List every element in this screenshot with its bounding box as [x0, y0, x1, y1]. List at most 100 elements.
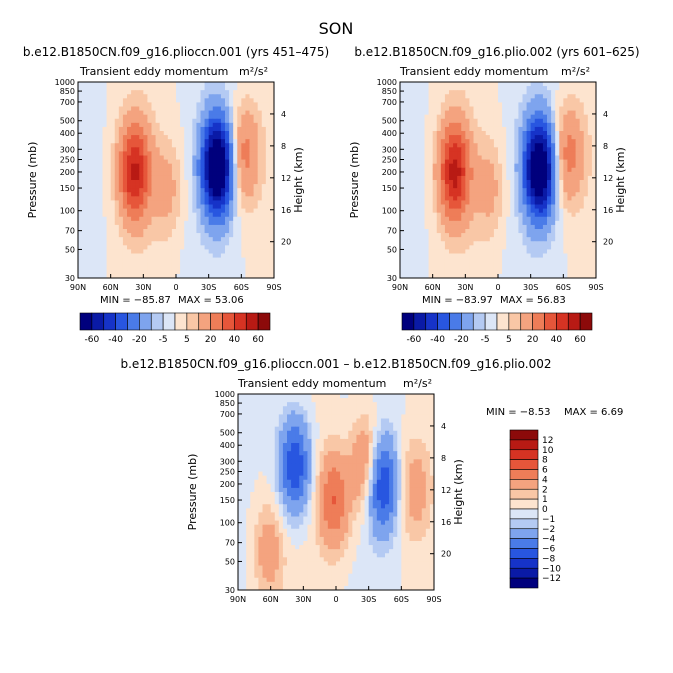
field-cell [555, 159, 560, 165]
field-cell [575, 220, 581, 226]
field-cell [200, 110, 205, 116]
panel-2-colorbar: -60 -40 -20 -5 5 20 40 60 [401, 312, 593, 345]
field-cell [412, 114, 417, 120]
field-cell [591, 241, 597, 246]
field-cell [143, 82, 148, 87]
field-cell [229, 241, 234, 246]
field-cell [106, 261, 112, 267]
field-cell [200, 102, 205, 107]
field-cell [229, 192, 234, 197]
field-cell [180, 273, 185, 279]
field-cell [143, 241, 148, 246]
field-cell [477, 98, 483, 103]
field-cell [139, 253, 144, 258]
field-cell [526, 233, 532, 238]
field-cell [212, 110, 218, 116]
field-cell [579, 171, 585, 177]
field-cell [563, 175, 568, 181]
field-cell [135, 261, 140, 267]
field-cell [106, 204, 112, 209]
field-cell [420, 114, 425, 120]
field-cell [216, 216, 222, 222]
field-cell [502, 171, 507, 177]
field-cell [143, 143, 148, 148]
panel-3: b.e12.B1850CN.f09_g16.plioccn.001 – b.e1… [121, 357, 624, 604]
field-cell [571, 122, 576, 128]
field-cell [323, 402, 329, 407]
field-cell [591, 86, 597, 91]
field-cell [131, 245, 136, 250]
field-cell [200, 118, 205, 124]
field-cell [473, 155, 478, 160]
field-cell [579, 163, 585, 169]
field-cell [489, 184, 495, 189]
field-cell [192, 147, 197, 152]
field-cell [122, 180, 128, 185]
field-cell [469, 265, 474, 271]
field-cell [237, 208, 242, 214]
field-cell [420, 135, 425, 140]
field-cell [465, 126, 470, 132]
field-cell [457, 212, 462, 218]
field-cell [139, 261, 144, 267]
field-cell [587, 273, 593, 279]
field-cell [542, 110, 548, 116]
field-cell [171, 102, 177, 107]
field-cell [127, 143, 132, 148]
field-cell [196, 110, 201, 116]
field-cell [139, 126, 144, 132]
field-cell [139, 220, 144, 226]
field-cell [135, 200, 140, 205]
field-cell [506, 147, 511, 152]
field-cell [151, 143, 156, 148]
field-cell [547, 253, 552, 258]
field-cell [542, 212, 548, 218]
field-cell [457, 175, 462, 181]
field-cell [469, 114, 474, 120]
field-cell [180, 155, 185, 160]
field-cell [493, 180, 499, 185]
field-cell [408, 188, 413, 193]
field-cell [493, 86, 499, 91]
field-cell [522, 265, 527, 271]
field-cell [167, 257, 173, 263]
field-cell [428, 192, 434, 197]
field-cell [502, 249, 507, 254]
field-cell [502, 102, 507, 107]
field-cell [192, 253, 197, 258]
field-cell [449, 220, 454, 226]
y-tick-label: 1000 [377, 78, 397, 87]
field-cell [98, 233, 103, 238]
field-cell [269, 180, 275, 185]
panel-3-units: m²/s² [403, 377, 432, 390]
field-cell [245, 257, 250, 263]
field-cell [86, 114, 91, 120]
field-cell [257, 249, 263, 254]
field-cell [98, 241, 103, 246]
field-cell [118, 184, 124, 189]
field-cell [356, 394, 361, 399]
field-cell [344, 398, 349, 403]
field-cell [78, 159, 83, 165]
field-cell [485, 114, 491, 120]
field-cell [502, 257, 507, 263]
field-cell [82, 139, 87, 144]
field-cell [485, 208, 491, 214]
field-cell [180, 241, 185, 246]
field-cell [102, 147, 107, 152]
field-cell [591, 139, 597, 144]
field-cell [90, 212, 95, 218]
field-cell [518, 90, 523, 95]
field-cell [400, 167, 405, 173]
field-cell [102, 269, 107, 275]
field-cell [461, 82, 466, 87]
field-cell [428, 249, 434, 254]
field-cell [147, 102, 152, 107]
field-cell [220, 126, 226, 132]
field-cell [352, 398, 357, 403]
field-cell [98, 86, 103, 91]
field-cell [473, 126, 478, 132]
field-cell [98, 175, 103, 181]
field-cell [400, 241, 405, 246]
field-cell [481, 265, 487, 271]
